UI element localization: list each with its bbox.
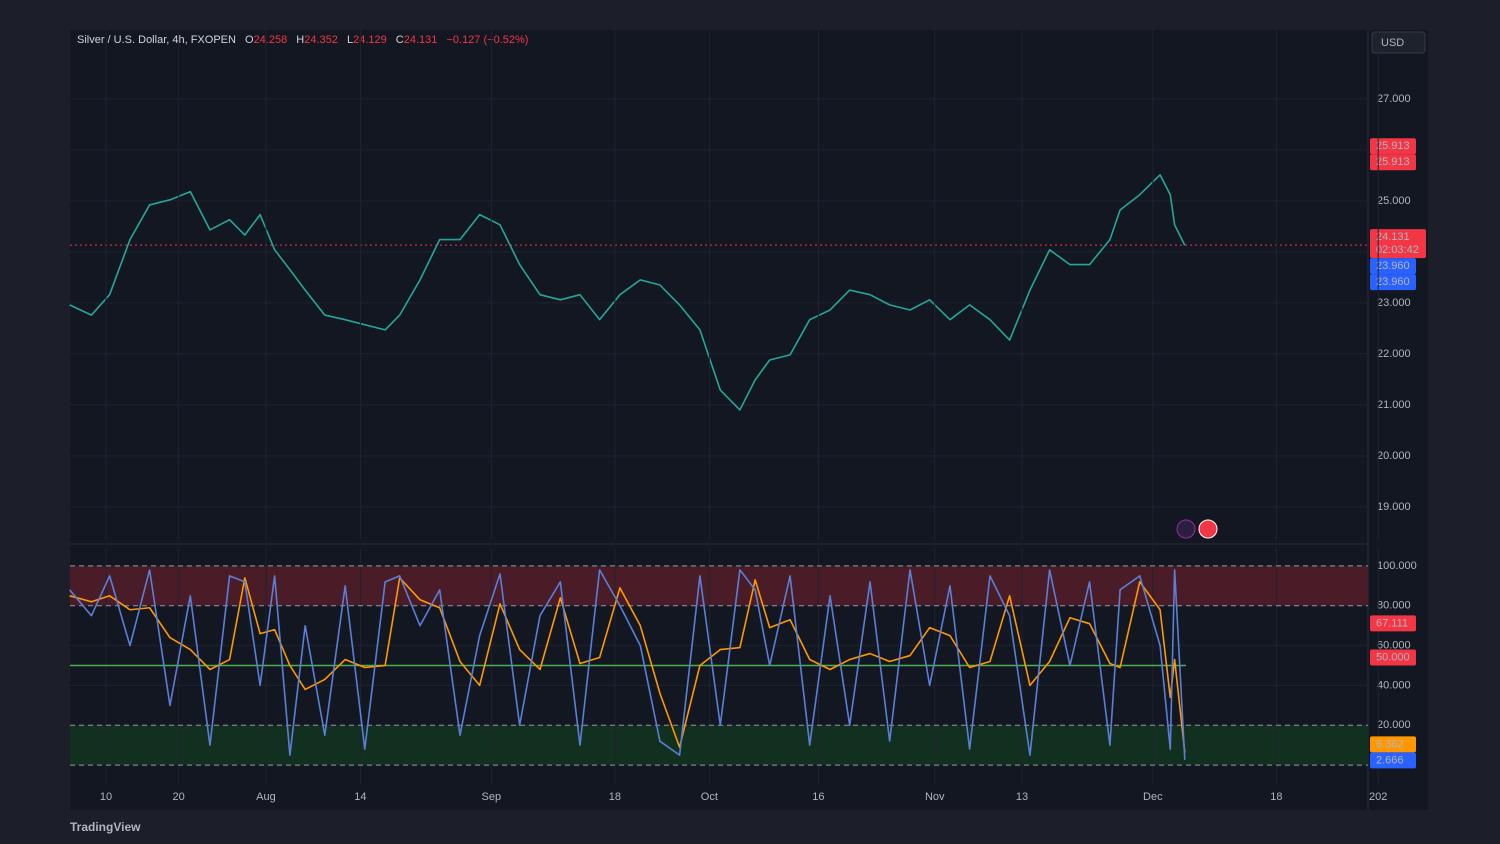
ohlc-value: 24.131 xyxy=(404,34,438,46)
price-badge-label: 6.362 xyxy=(1376,738,1404,750)
price-badge xyxy=(1370,154,1416,171)
y-tick-label: 19.000 xyxy=(1377,501,1411,513)
x-tick-label: 202 xyxy=(1369,791,1387,803)
ohlc-key: H xyxy=(296,34,304,46)
x-tick-label: Nov xyxy=(925,791,945,803)
x-tick-label: 18 xyxy=(1270,791,1282,803)
price-badge-label: 24.131 xyxy=(1376,231,1410,243)
price-badge xyxy=(1370,649,1416,666)
price-badge-label: 2.666 xyxy=(1376,754,1404,766)
x-tick-label: Oct xyxy=(701,791,718,803)
price-badge-label: 67.111 xyxy=(1376,617,1408,629)
chart-panel xyxy=(70,30,1428,810)
x-tick-label: 14 xyxy=(354,791,366,803)
ohlc-key: C xyxy=(396,34,404,46)
currency-button[interactable] xyxy=(1371,31,1426,54)
oscillator-line xyxy=(69,577,1186,753)
price-badge xyxy=(1370,752,1416,769)
price-badge xyxy=(1370,229,1426,259)
x-tick-label: Dec xyxy=(1143,791,1163,803)
y-tick-label: 21.000 xyxy=(1377,399,1411,411)
price-badge xyxy=(1370,258,1416,275)
x-tick-label: Sep xyxy=(481,791,501,803)
y-tick-label: 100.000 xyxy=(1377,560,1417,572)
price-badge xyxy=(1370,138,1416,155)
y-tick-label: 20.000 xyxy=(1377,719,1411,731)
y-tick-label: 40.000 xyxy=(1377,679,1411,691)
x-tick-label: 13 xyxy=(1016,791,1028,803)
x-tick-label: 20 xyxy=(173,791,185,803)
brand: TradingView xyxy=(70,820,141,834)
price-badge-label: 25.913 xyxy=(1376,156,1410,168)
y-tick-label: 27.000 xyxy=(1377,93,1411,105)
price-badge xyxy=(1370,736,1416,753)
event-icon[interactable] xyxy=(1176,519,1196,539)
y-tick-label: 20.000 xyxy=(1377,450,1411,462)
y-tick-label: 80.000 xyxy=(1377,600,1411,612)
oscillator-line xyxy=(69,569,1186,760)
y-tick-label: 25.000 xyxy=(1377,195,1411,207)
x-tick-label: 16 xyxy=(812,791,824,803)
ohlc-value: 24.258 xyxy=(254,34,288,46)
x-tick-label: 10 xyxy=(100,791,112,803)
price-badge-label: 50.000 xyxy=(1376,651,1410,663)
currency: USD xyxy=(1381,37,1404,49)
y-tick-label: 23.000 xyxy=(1377,297,1411,309)
price-badge xyxy=(1370,615,1416,632)
y-tick-label: 60.000 xyxy=(1377,639,1411,651)
price-badge-label: 23.960 xyxy=(1376,260,1410,272)
ohlc-value: 24.352 xyxy=(304,34,338,46)
zone-band xyxy=(70,725,1368,766)
flag-icon[interactable] xyxy=(1198,519,1218,539)
symbol-title: Silver / U.S. Dollar, 4h, FXOPEN xyxy=(77,34,236,46)
y-tick-label: 22.000 xyxy=(1377,348,1411,360)
x-tick-label: 18 xyxy=(609,791,621,803)
ohlc-value: 24.129 xyxy=(353,34,387,46)
price-badge xyxy=(1370,274,1416,291)
price-badge-label: 23.960 xyxy=(1376,276,1410,288)
ohlc-key: O xyxy=(245,34,254,46)
change: −0.127 (−0.52%) xyxy=(446,34,528,46)
ohlc-key: L xyxy=(347,34,353,46)
price-line xyxy=(69,174,1186,411)
chart-header: Silver / U.S. Dollar, 4h, FXOPEN O24.258… xyxy=(77,34,528,46)
price-badge-label: 25.913 xyxy=(1376,140,1410,152)
x-tick-label: Aug xyxy=(256,791,276,803)
countdown: 02:03:42 xyxy=(1376,244,1419,256)
